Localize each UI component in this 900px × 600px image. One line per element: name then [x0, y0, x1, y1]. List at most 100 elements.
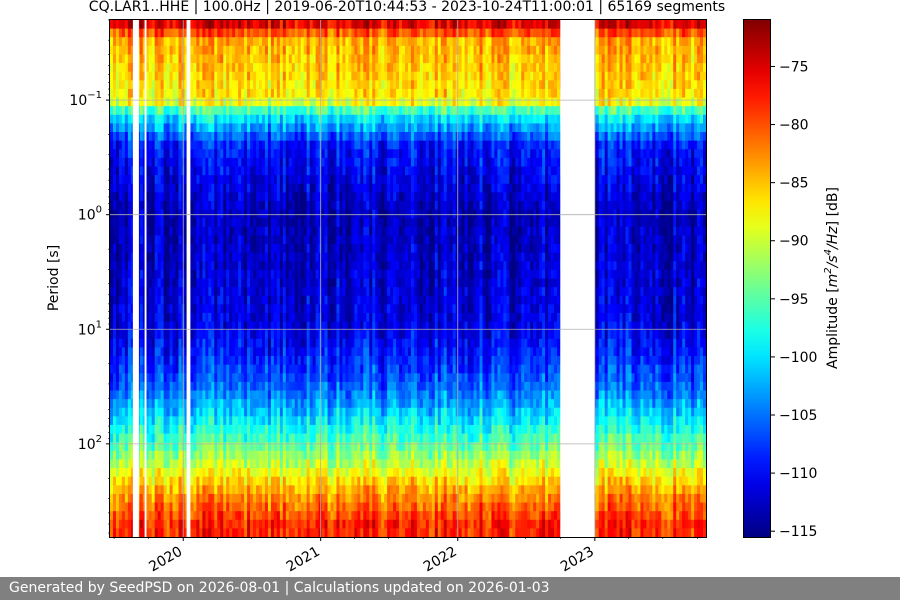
heatmap-cell: [157, 140, 162, 150]
heatmap-cell: [342, 519, 346, 529]
heatmap-cell: [232, 20, 236, 30]
heatmap-cell: [235, 28, 239, 38]
heatmap-cell: [327, 218, 331, 228]
heatmap-cell: [264, 373, 269, 383]
heatmap-cell: [312, 261, 317, 271]
heatmap-cell: [348, 97, 352, 107]
heatmap-cell: [273, 502, 278, 512]
heatmap-cell: [148, 459, 153, 469]
heatmap-cell: [193, 347, 197, 357]
heatmap-cell: [163, 114, 168, 124]
heatmap-cell: [351, 347, 355, 357]
heatmap-cell: [294, 209, 299, 219]
heatmap-cell: [232, 252, 236, 262]
heatmap-cell: [351, 166, 355, 176]
heatmap-cell: [163, 407, 168, 417]
heatmap-cell: [235, 149, 239, 159]
heatmap-cell: [294, 80, 299, 90]
heatmap-cell: [297, 511, 302, 521]
heatmap-cell: [327, 88, 331, 98]
heatmap-cell: [276, 192, 281, 202]
heatmap-cell: [351, 459, 355, 469]
heatmap-cell: [124, 28, 129, 38]
heatmap-cell: [238, 183, 242, 193]
heatmap-cell: [238, 252, 242, 262]
heatmap-cell: [324, 80, 328, 90]
heatmap-cell: [333, 312, 337, 322]
heatmap-cell: [124, 209, 129, 219]
heatmap-cell: [303, 157, 308, 167]
heatmap-cell: [348, 200, 352, 210]
heatmap-cell: [211, 312, 215, 322]
heatmap-cell: [199, 192, 203, 202]
heatmap-cell: [244, 278, 248, 288]
heatmap-cell: [261, 226, 266, 236]
heatmap-cell: [267, 304, 272, 314]
heatmap-cell: [205, 123, 209, 133]
heatmap-cell: [336, 304, 340, 314]
heatmap-cell: [214, 476, 218, 486]
heatmap-cell: [303, 356, 308, 366]
heatmap-cell: [139, 450, 144, 460]
heatmap-cell: [220, 261, 224, 271]
heatmap-cell: [250, 390, 254, 400]
heatmap-cell: [226, 416, 230, 426]
heatmap-cell: [267, 373, 272, 383]
heatmap-cell: [339, 485, 343, 495]
heatmap-cell: [339, 399, 343, 409]
heatmap-cell: [276, 295, 281, 305]
heatmap-cell: [178, 252, 182, 262]
heatmap-cell: [145, 183, 150, 193]
heatmap-cell: [112, 424, 117, 434]
heatmap-cell: [127, 80, 132, 90]
heatmap-cell: [309, 424, 314, 434]
heatmap-cell: [118, 476, 123, 486]
heatmap-cell: [112, 132, 117, 142]
heatmap-cell: [196, 407, 200, 417]
heatmap-cell: [127, 312, 132, 322]
heatmap-cell: [279, 37, 284, 47]
heatmap-cell: [166, 252, 170, 262]
heatmap-cell: [112, 183, 117, 193]
heatmap-cell: [205, 287, 209, 297]
heatmap-cell: [330, 485, 334, 495]
heatmap-cell: [110, 71, 114, 81]
heatmap-cell: [306, 192, 311, 202]
heatmap-cell: [226, 149, 230, 159]
heatmap-cell: [327, 183, 331, 193]
heatmap-cell: [208, 338, 212, 348]
heatmap-cell: [124, 192, 129, 202]
heatmap-cell: [193, 269, 197, 279]
heatmap-cell: [145, 106, 150, 116]
heatmap-cell: [169, 493, 173, 503]
heatmap-cell: [306, 485, 311, 495]
heatmap-cell: [306, 209, 311, 219]
heatmap-cell: [253, 235, 257, 245]
heatmap-cell: [256, 88, 260, 98]
heatmap-cell: [202, 450, 206, 460]
heatmap-cell: [303, 140, 308, 150]
heatmap-cell: [244, 192, 248, 202]
heatmap-cell: [247, 450, 251, 460]
heatmap-cell: [241, 321, 245, 331]
heatmap-cell: [220, 364, 224, 374]
heatmap-cell: [232, 149, 236, 159]
heatmap-cell: [324, 399, 328, 409]
heatmap-cell: [312, 132, 317, 142]
heatmap-cell: [330, 390, 334, 400]
heatmap-cell: [253, 114, 257, 124]
heatmap-cell: [291, 261, 296, 271]
heatmap-cell: [220, 390, 224, 400]
heatmap-cell: [351, 528, 355, 538]
heatmap-cell: [294, 424, 299, 434]
heatmap-cell: [244, 20, 248, 30]
heatmap-cell: [229, 338, 233, 348]
heatmap-cell: [238, 433, 242, 443]
heatmap-cell: [259, 381, 263, 391]
heatmap-cell: [309, 261, 314, 271]
heatmap-cell: [121, 459, 126, 469]
heatmap-cell: [142, 312, 147, 322]
heatmap-cell: [160, 132, 165, 142]
heatmap-cell: [235, 235, 239, 245]
heatmap-cell: [253, 80, 257, 90]
